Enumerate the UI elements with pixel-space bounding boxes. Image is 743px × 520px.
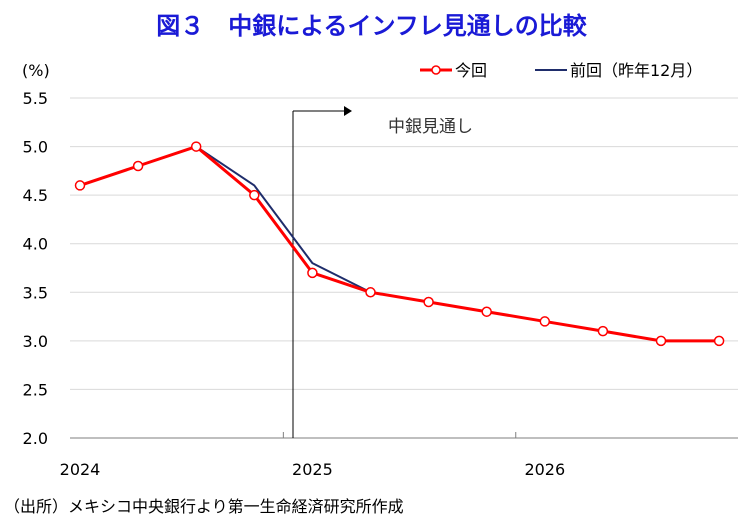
forecast-annotation: 中銀見通し [388, 117, 473, 137]
y-tick-label: 2.5 [23, 380, 48, 399]
y-tick-label: 5.0 [23, 138, 48, 157]
data-point-current [132, 160, 144, 172]
chart-title: 図３ 中銀によるインフレ見通しの比較 [156, 12, 588, 40]
data-point-current [307, 267, 318, 279]
legend-label-current: 今回 [455, 61, 487, 80]
y-axis-ticks: 2.0 2.5 3.0 3.5 4.0 4.5 5.0 5.5 [23, 89, 48, 448]
y-tick-label: 4.5 [23, 186, 48, 205]
grid [70, 97, 738, 390]
data-point-current [539, 316, 551, 327]
forecast-marker: 中銀見通し [292, 106, 473, 438]
series-line-current [79, 145, 720, 343]
series-layer [74, 141, 725, 347]
y-axis-unit: (%) [22, 61, 50, 80]
data-point-current [74, 180, 86, 191]
forecast-arrow-head [344, 106, 352, 116]
y-tick-label: 4.0 [23, 235, 48, 254]
data-point-current [423, 296, 434, 308]
x-tick-label: 2025 [292, 460, 333, 479]
x-tick-label: 2024 [60, 460, 101, 479]
data-point-current [655, 335, 667, 347]
data-point-current [190, 141, 202, 152]
data-point-current [365, 287, 376, 298]
legend-label-previous: 前回（昨年12月） [570, 61, 702, 80]
y-tick-label: 5.5 [23, 89, 48, 108]
legend: 今回 前回（昨年12月） [420, 61, 702, 80]
y-tick-label: 3.0 [23, 332, 48, 351]
data-point-current [481, 306, 492, 317]
legend-marker-current [431, 65, 441, 75]
data-point-current [713, 335, 725, 347]
x-tick-label: 2026 [524, 460, 565, 479]
y-tick-label: 3.5 [23, 283, 48, 302]
data-point-current [249, 189, 260, 201]
y-tick-label: 2.0 [23, 429, 48, 448]
source-note: （出所）メキシコ中央銀行より第一生命経済研究所作成 [4, 497, 404, 516]
x-axis-ticks: 2024 2025 2026 [60, 432, 565, 479]
data-point-current [597, 325, 609, 337]
